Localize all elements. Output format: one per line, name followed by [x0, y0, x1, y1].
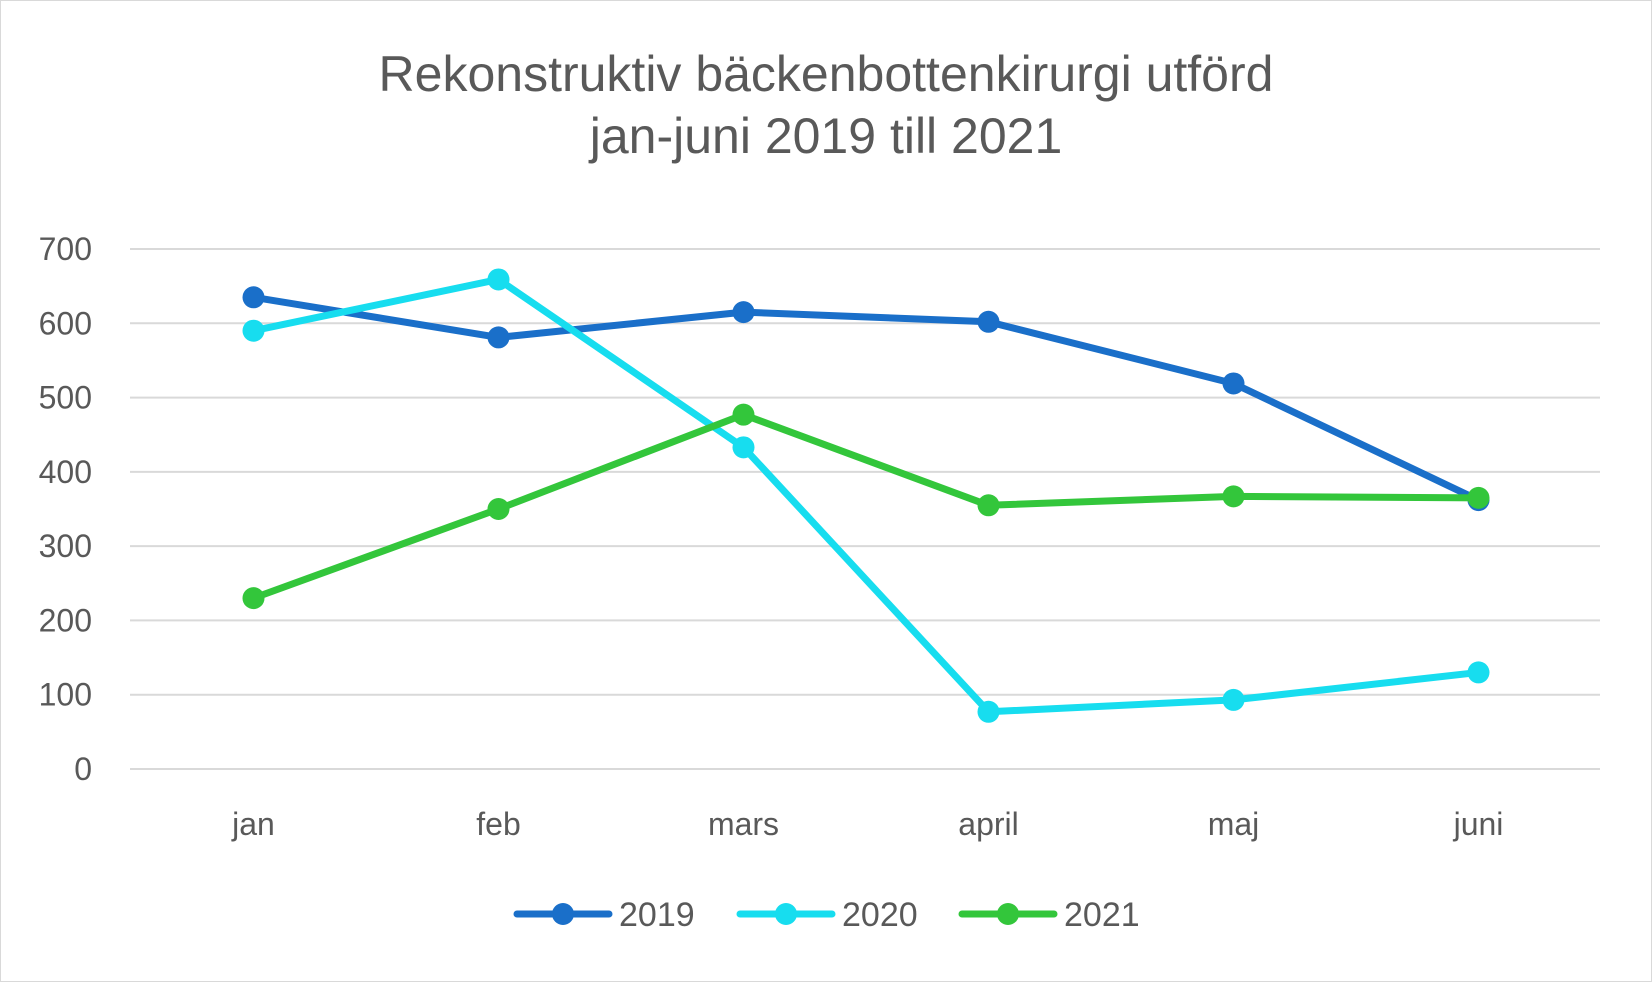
data-point-2021 [242, 587, 265, 610]
data-point-2020 [242, 319, 265, 342]
legend-swatch-marker [775, 903, 797, 925]
y-tick-label: 700 [39, 231, 92, 267]
data-point-2020 [1222, 688, 1245, 711]
chart-title-line1: Rekonstruktiv bäckenbottenkirurgi utförd [378, 46, 1274, 102]
series-lines [242, 268, 1490, 723]
legend-swatch-marker [552, 903, 574, 925]
legend-item-2019: 2019 [513, 896, 695, 934]
data-point-2019 [487, 326, 510, 349]
data-point-2020 [1467, 661, 1490, 684]
data-point-2021 [1467, 486, 1490, 509]
x-tick-label: feb [476, 806, 520, 842]
y-tick-label: 300 [39, 528, 92, 564]
y-axis-ticks: 0 100 200 300 400 500 600 700 [39, 231, 92, 787]
chart-title-line2: jan-juni 2019 till 2021 [589, 108, 1063, 164]
x-axis-ticks: jan feb mars april maj juni [231, 806, 1503, 842]
series-line-2021 [250, 411, 1482, 602]
legend-label: 2020 [842, 896, 918, 934]
data-point-2021 [1222, 485, 1245, 508]
legend: 2019 2020 2021 [513, 896, 1140, 934]
data-point-2021 [977, 494, 1000, 517]
series-line-2020 [250, 275, 1482, 716]
y-tick-label: 600 [39, 305, 92, 341]
x-tick-label: mars [708, 806, 779, 842]
y-tick-label: 100 [39, 677, 92, 713]
data-point-2020 [977, 700, 1000, 723]
data-point-2021 [487, 498, 510, 520]
y-tick-label: 200 [39, 602, 92, 638]
gridlines [130, 248, 1600, 770]
data-point-2019 [977, 310, 1000, 333]
data-point-2019 [1222, 372, 1245, 395]
series-2019 [242, 286, 1490, 512]
data-point-2020 [732, 436, 755, 459]
x-tick-label: juni [1453, 806, 1504, 842]
data-point-2019 [242, 286, 265, 309]
x-tick-label: april [958, 806, 1018, 842]
series-2020 [242, 268, 1490, 723]
y-tick-label: 0 [74, 751, 92, 787]
legend-item-2020: 2020 [736, 896, 918, 934]
x-tick-label: maj [1208, 806, 1260, 842]
chart-title: Rekonstruktiv bäckenbottenkirurgi utförd… [1, 43, 1651, 167]
series-2021 [242, 403, 1490, 610]
legend-label: 2019 [619, 896, 695, 934]
series-line-2019 [250, 293, 1482, 504]
legend-swatch-marker [997, 903, 1019, 925]
y-tick-label: 400 [39, 454, 92, 490]
legend-label: 2021 [1064, 896, 1140, 934]
legend-item-2021: 2021 [958, 896, 1140, 934]
data-point-2021 [732, 403, 755, 426]
data-point-2019 [732, 301, 755, 324]
y-tick-label: 500 [39, 380, 92, 416]
x-tick-label: jan [231, 806, 275, 842]
data-point-2020 [487, 268, 510, 291]
